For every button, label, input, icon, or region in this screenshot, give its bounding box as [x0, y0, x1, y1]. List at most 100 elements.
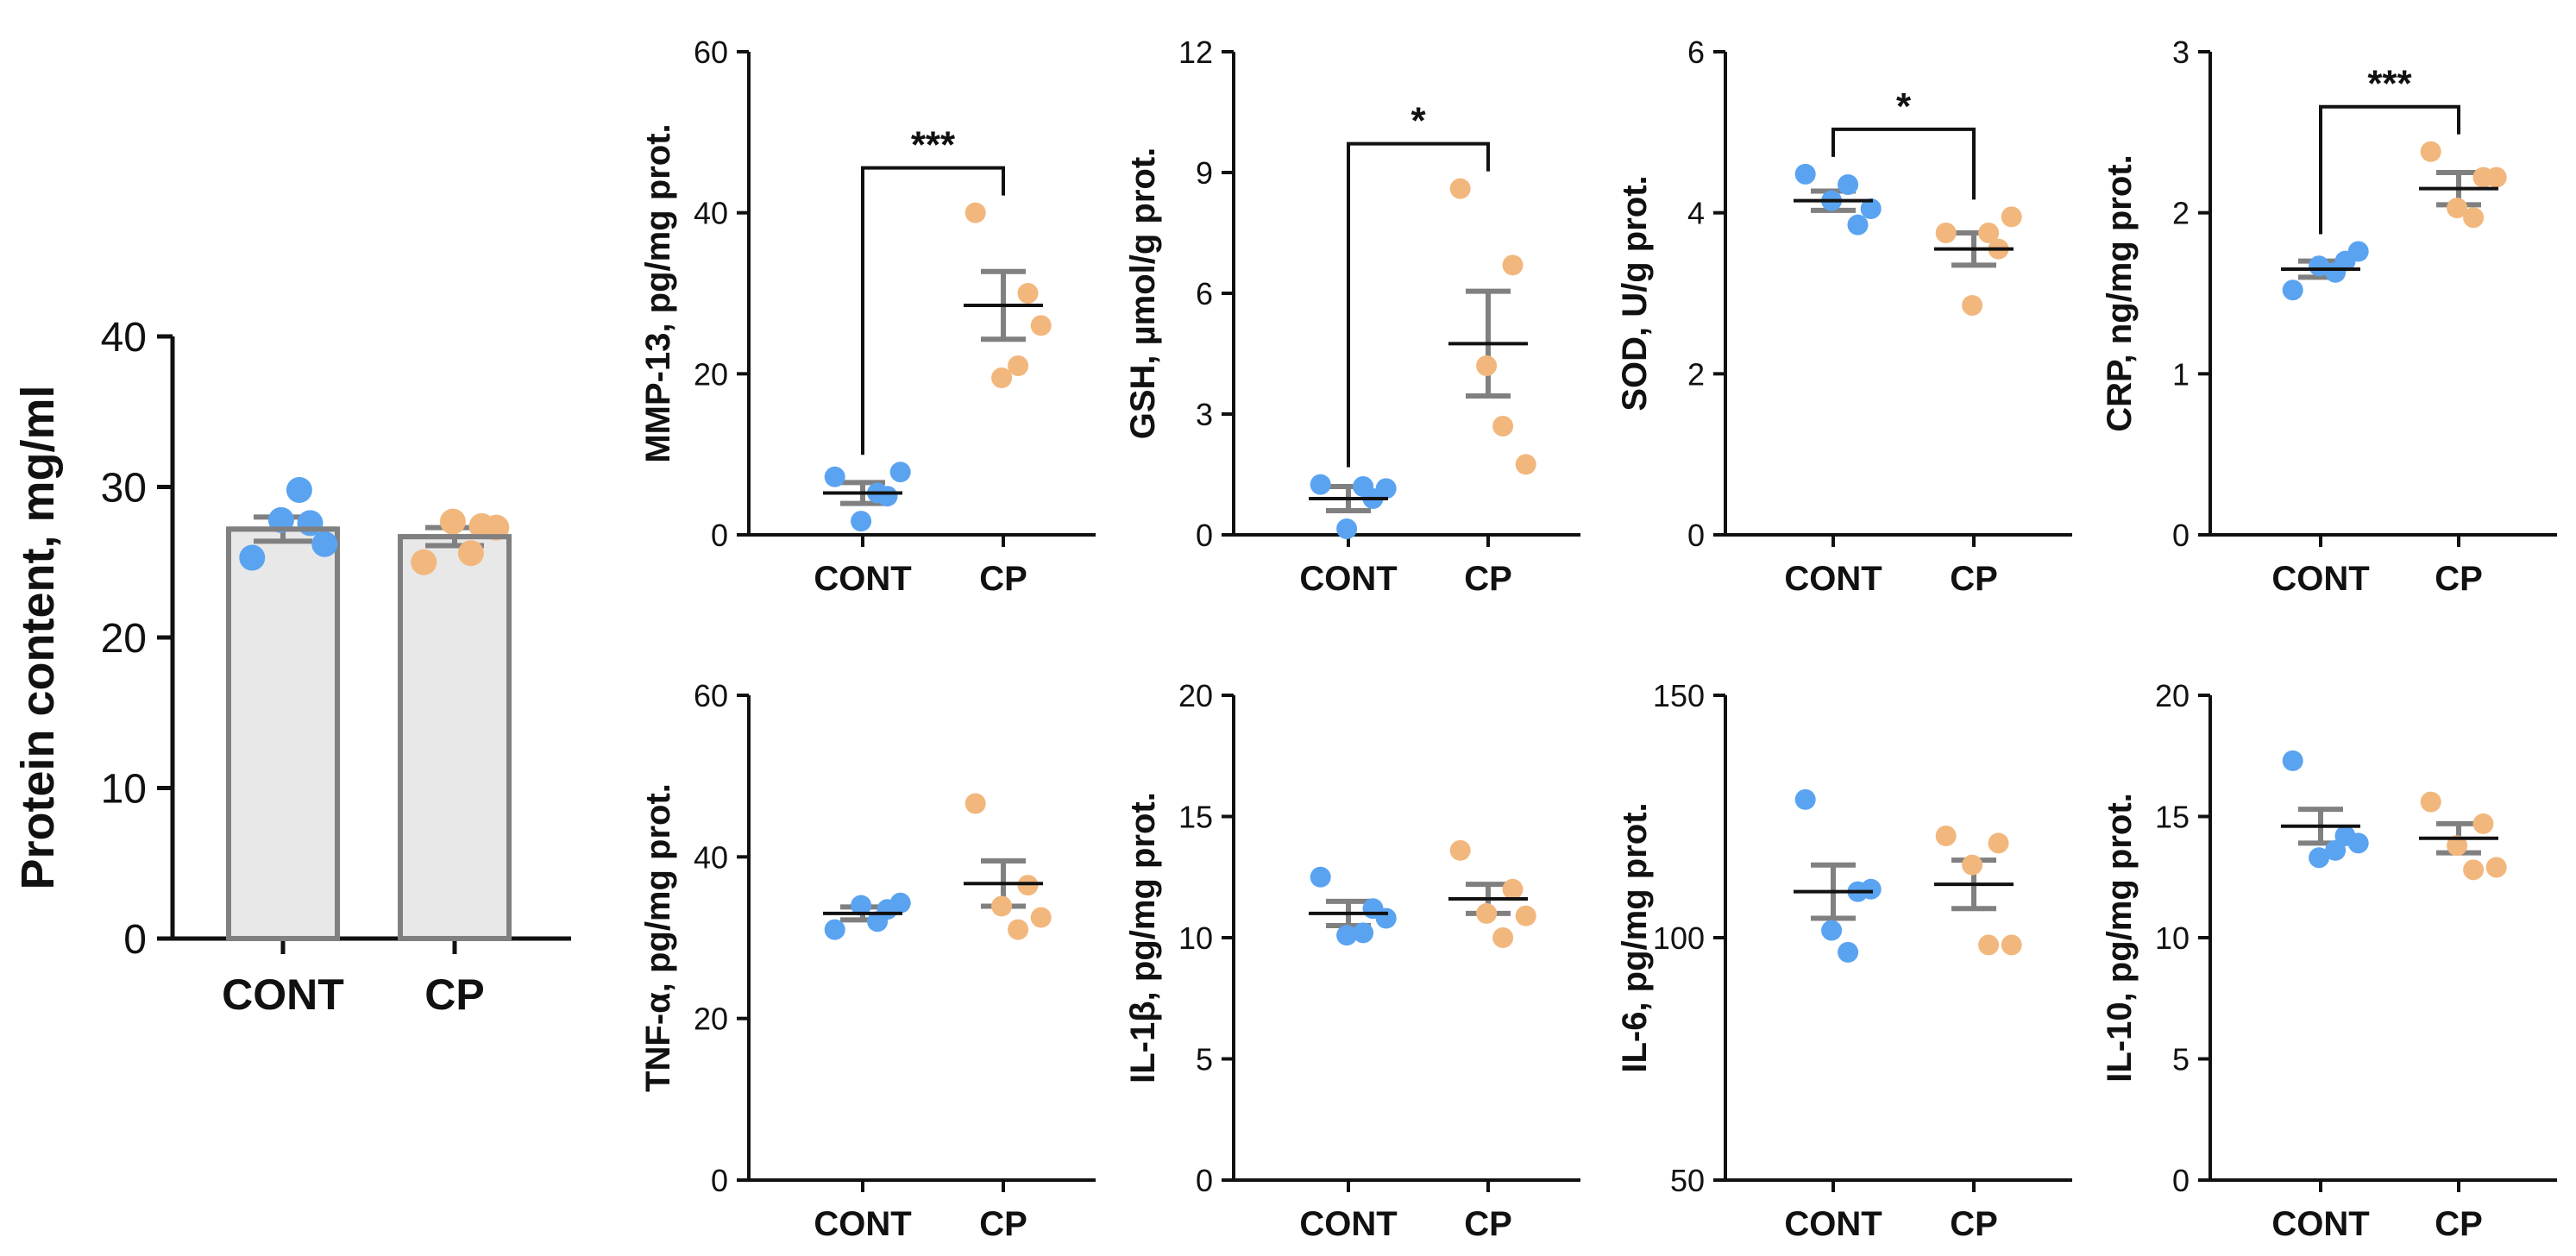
significance-bracket: [1347, 141, 1490, 468]
data-point-cont: [311, 531, 338, 557]
panel-crp: 0 1 2 3 CRP, ng/mg prot. CONT CP ***: [2101, 35, 2557, 598]
y-tick-label: 0: [123, 917, 147, 963]
data-point-cont: [1375, 478, 1397, 499]
panel-tnfa: 0 20 40 60 TNF-α, pg/mg prot. CONT CP: [639, 678, 1096, 1243]
data-point-cont: [1353, 476, 1374, 497]
data-point-cont: [851, 511, 872, 532]
panel-il1b: 0 5 10 15 20 IL-1β, pg/mg prot. CONT CP: [1124, 678, 1580, 1243]
y-tick-label: 40: [101, 315, 147, 361]
y-tick-label: 15: [2155, 800, 2190, 835]
data-point-cont: [889, 462, 911, 483]
y-axis-label: IL-6, pg/mg prot.: [1616, 802, 1654, 1072]
y-tick-label: 1: [2172, 356, 2190, 392]
y-tick-label: 3: [1196, 397, 1213, 432]
y-tick-label: 40: [694, 196, 728, 231]
data-point-cp: [1449, 839, 1471, 861]
x-tick-label: CP: [1464, 1205, 1512, 1243]
y-axis-label: MMP-13, pg/mg prot.: [639, 123, 677, 462]
data-point-cp: [1502, 254, 1524, 276]
data-point-cont: [1794, 788, 1816, 810]
y-tick-label: 4: [1687, 196, 1705, 231]
panel-mmp13: 0 20 40 60 MMP-13, pg/mg prot. CONT CP ***: [639, 35, 1096, 598]
y-tick-label: 0: [1687, 518, 1705, 553]
data-point-cp: [457, 540, 484, 567]
y-tick-label: 60: [694, 35, 728, 70]
x-tick-label: CONT: [814, 560, 911, 598]
y-tick-label: 20: [1178, 678, 1213, 713]
x-tick-label: CONT: [1784, 560, 1882, 598]
panel-gsh: 0 3 6 9 12 GSH, µmol/g prot. CONT CP *: [1124, 35, 1580, 598]
data-point-cp: [1008, 355, 1029, 376]
data-point-cont: [2347, 241, 2369, 262]
x-tick-label: CP: [979, 560, 1027, 598]
y-axis-label: IL-10, pg/mg prot.: [2101, 793, 2139, 1083]
data-point-cont: [824, 919, 845, 940]
data-point-cp: [2485, 166, 2507, 188]
significance-label: *: [1896, 85, 1912, 128]
data-point-cont: [1353, 922, 1374, 944]
y-tick-label: 3: [2172, 35, 2190, 70]
significance-bracket: [861, 166, 1005, 455]
x-tick-label: CP: [424, 970, 484, 1019]
y-axis-label: Protein content, mg/ml: [12, 385, 64, 889]
data-point-cp: [1962, 295, 1983, 316]
panel-protein: 0 10 20 30 40 Protein content, mg/ml CONT CP: [12, 315, 571, 1019]
data-point-cont: [1336, 925, 1358, 946]
y-tick-label: 40: [694, 839, 728, 875]
data-point-cp: [2420, 141, 2441, 162]
data-point-cp: [1515, 905, 1536, 926]
data-point-cont: [1847, 214, 1869, 236]
y-tick-label: 20: [694, 1002, 728, 1037]
data-point-cp: [439, 508, 466, 535]
bar-cp: [398, 534, 512, 942]
y-axis-label: GSH, µmol/g prot.: [1124, 148, 1162, 440]
data-point-cont: [824, 466, 845, 487]
y-tick-label: 6: [1687, 35, 1705, 70]
x-tick-label: CP: [2435, 1205, 2483, 1243]
x-tick-label: CONT: [1299, 560, 1397, 598]
data-point-cont: [1860, 878, 1882, 900]
y-tick-label: 15: [1178, 800, 1213, 835]
y-tick-label: 9: [1196, 155, 1213, 191]
data-point-cp: [1502, 878, 1524, 900]
y-tick-label: 20: [694, 356, 728, 392]
y-tick-label: 0: [711, 1163, 728, 1198]
data-point-cont: [1794, 163, 1816, 185]
data-point-cp: [991, 367, 1013, 388]
data-point-cp: [1030, 315, 1052, 336]
significance-label: *: [1411, 100, 1426, 142]
x-tick-label: CONT: [1784, 1205, 1882, 1243]
y-tick-label: 20: [101, 616, 147, 662]
significance-bracket: [2319, 104, 2460, 235]
y-tick-label: 50: [1670, 1163, 1705, 1198]
data-point-cont: [2325, 839, 2347, 861]
panel-sod: 0 2 4 6 SOD, U/g prot. CONT CP *: [1616, 35, 2072, 598]
data-point-cp: [1935, 825, 1957, 846]
data-point-cont: [1336, 518, 1358, 539]
data-point-cp: [1476, 355, 1498, 376]
data-point-cp: [991, 895, 1013, 917]
y-tick-label: 0: [2172, 1163, 2190, 1198]
x-tick-label: CONT: [2271, 560, 2369, 598]
data-point-cp: [2472, 813, 2494, 834]
y-axis-label: TNF-α, pg/mg prot.: [639, 783, 677, 1092]
y-tick-label: 0: [1196, 518, 1213, 553]
data-point-cont: [2282, 750, 2303, 771]
x-tick-label: CONT: [222, 970, 344, 1019]
data-point-cont: [286, 476, 312, 503]
y-tick-label: 2: [1687, 356, 1705, 392]
data-point-cp: [2485, 857, 2507, 878]
data-point-cp: [1935, 223, 1957, 243]
data-point-cont: [851, 895, 872, 916]
data-point-cont: [2309, 847, 2330, 869]
y-tick-label: 30: [101, 466, 147, 512]
data-point-cp: [1515, 454, 1536, 475]
data-point-cp: [964, 793, 986, 814]
data-point-cont: [297, 510, 324, 537]
data-point-cp: [2447, 198, 2468, 219]
y-axis-label: IL-1β, pg/mg prot.: [1124, 792, 1162, 1083]
y-tick-label: 10: [101, 767, 147, 813]
x-tick-label: CP: [979, 1205, 1027, 1243]
y-axis-label: CRP, ng/mg prot.: [2101, 154, 2139, 431]
